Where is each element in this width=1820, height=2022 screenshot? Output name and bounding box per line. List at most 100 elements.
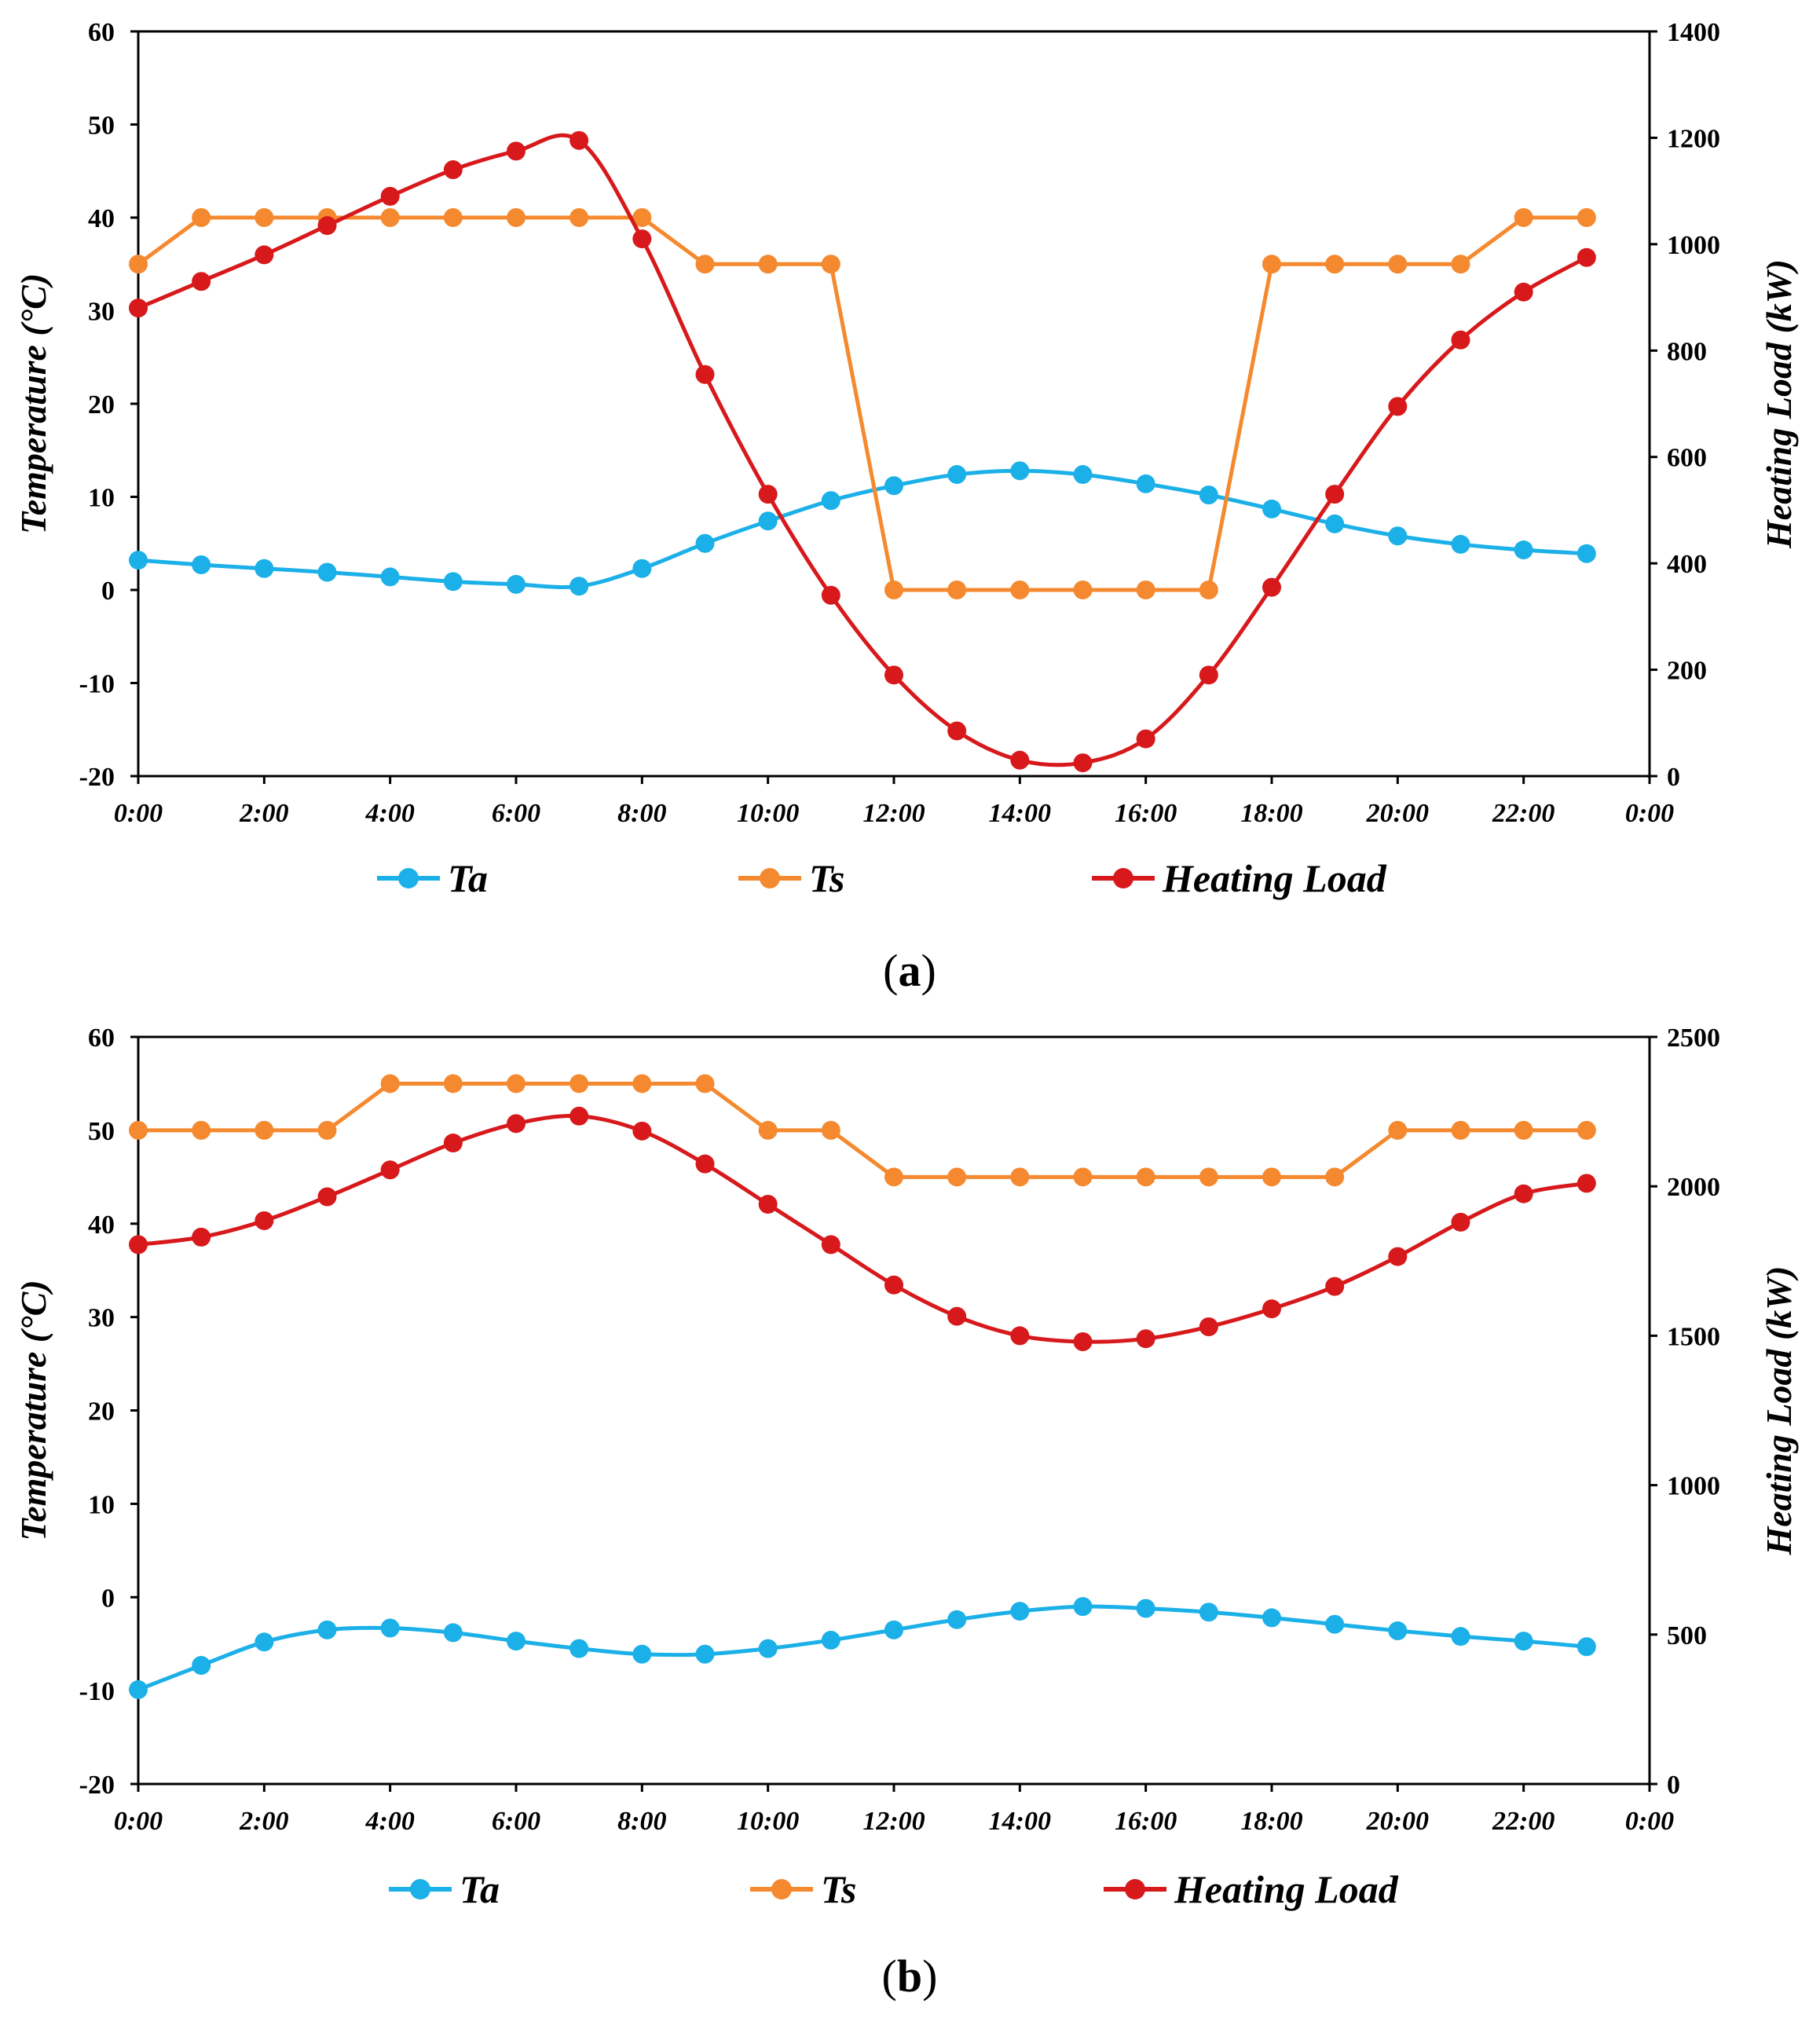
y-left-tick-label: 20 — [88, 1397, 115, 1427]
data-point-heating-load — [1010, 750, 1030, 770]
series-heating-load — [129, 1106, 1596, 1352]
y-left-tick-label: 10 — [88, 1490, 115, 1519]
legend-swatch-marker — [410, 1879, 430, 1899]
data-point-ta — [255, 1632, 274, 1652]
data-point-ts — [1451, 1120, 1470, 1140]
y-right-tick-label: 400 — [1667, 550, 1707, 579]
data-point-heating-load — [1136, 729, 1155, 749]
legend-label: Ts — [809, 856, 844, 900]
y-left-tick-label: 30 — [88, 298, 115, 327]
x-tick-label: 4:00 — [365, 799, 415, 828]
data-point-ts — [1514, 1120, 1533, 1140]
x-tick-label: 4:00 — [365, 1807, 415, 1836]
x-tick-label: 14:00 — [989, 1807, 1051, 1836]
series-line-ta — [137, 1604, 1587, 1692]
x-tick-label: 16:00 — [1115, 1807, 1177, 1836]
legend-entry-ta: Ta — [377, 856, 488, 900]
data-point-ta — [380, 1618, 400, 1638]
legend-swatch-marker — [398, 868, 419, 888]
y-left-tick-label: -10 — [79, 670, 115, 699]
x-tick-label: 10:00 — [737, 799, 799, 828]
caption-paren-close: ) — [921, 945, 936, 996]
x-tick-label: 16:00 — [1115, 799, 1177, 828]
data-point-heating-load — [380, 186, 400, 206]
y-right-tick-label: 800 — [1667, 337, 1707, 366]
x-tick-label: 18:00 — [1240, 1807, 1302, 1836]
y-right-tick-label: 1000 — [1667, 231, 1720, 260]
x-tick-label: 6:00 — [492, 1807, 540, 1836]
data-point-ts — [1136, 581, 1155, 599]
legend-label: Ta — [448, 856, 488, 900]
series-ts — [129, 208, 1596, 599]
x-tick-label: 12:00 — [862, 1807, 925, 1836]
data-point-ts — [1136, 1167, 1155, 1187]
y-left-tick-label: 30 — [88, 1304, 115, 1333]
y-right-tick-label: 0 — [1667, 1771, 1680, 1800]
data-point-ta — [1262, 499, 1281, 518]
y-left-tick-label: 60 — [88, 1024, 115, 1053]
data-point-heating-load — [1325, 1277, 1345, 1296]
data-point-ta — [1325, 514, 1345, 533]
data-point-ta — [1325, 1614, 1345, 1634]
data-point-ts — [1073, 581, 1093, 599]
data-point-ts — [569, 208, 589, 227]
data-point-heating-load — [1514, 282, 1533, 302]
legend-entry-heating-load: Heating Load — [1092, 856, 1387, 900]
data-point-heating-load — [443, 160, 463, 180]
data-point-ts — [947, 581, 967, 599]
data-point-ts — [821, 255, 840, 274]
data-point-ts — [695, 255, 715, 274]
data-point-ta — [1388, 526, 1408, 546]
data-point-ts — [255, 208, 274, 227]
data-point-ta — [1136, 1599, 1155, 1618]
data-point-ts — [1325, 255, 1345, 274]
data-point-ta — [1576, 1637, 1596, 1657]
x-tick-label: 8:00 — [617, 799, 666, 828]
y-right-tick-label: 200 — [1667, 657, 1707, 686]
data-point-ta — [1262, 1608, 1281, 1628]
y-right-axis-title: Heating Load (kW) — [1759, 259, 1799, 549]
data-point-heating-load — [569, 130, 589, 150]
y-right-tick-label: 1200 — [1667, 124, 1720, 153]
data-point-heating-load — [1073, 753, 1093, 773]
legend-entry-ta: Ta — [389, 1867, 500, 1911]
legend-swatch-marker — [760, 868, 780, 888]
data-point-ts — [1576, 1120, 1596, 1140]
data-point-ts — [1199, 581, 1218, 599]
data-point-heating-load — [1136, 1329, 1155, 1349]
x-tick-label: 0:00 — [1625, 1807, 1674, 1836]
plot-area-frame — [137, 30, 1651, 778]
data-point-heating-load — [443, 1134, 463, 1153]
x-tick-label: 0:00 — [1625, 799, 1674, 828]
data-point-ts — [821, 1120, 840, 1140]
data-point-heating-load — [632, 229, 652, 249]
data-point-heating-load — [1576, 1174, 1596, 1193]
data-point-ts — [884, 1167, 903, 1187]
data-point-heating-load — [884, 665, 903, 685]
series-line-ts — [138, 1081, 1587, 1179]
data-point-ta — [758, 1639, 778, 1658]
data-point-heating-load — [507, 141, 525, 161]
y-left-tick-label: -10 — [79, 1677, 115, 1706]
data-point-ts — [758, 1120, 778, 1140]
data-point-ta — [1199, 485, 1218, 505]
data-point-ta — [1199, 1603, 1218, 1622]
x-tick-label: 22:00 — [1492, 1807, 1555, 1836]
legend-swatch-marker — [1125, 1879, 1145, 1899]
x-tick-label: 20:00 — [1366, 799, 1429, 828]
data-point-heating-load — [569, 1106, 589, 1126]
data-point-heating-load — [507, 1114, 525, 1134]
data-point-ts — [632, 1074, 652, 1093]
panel-caption: (a) — [883, 945, 936, 996]
data-point-heating-load — [1262, 577, 1281, 597]
data-point-ta — [1576, 544, 1596, 563]
data-point-ta — [695, 1644, 715, 1664]
data-point-ts — [1388, 255, 1408, 274]
series-line-ta — [137, 468, 1587, 589]
data-point-heating-load — [255, 1211, 274, 1230]
data-point-heating-load — [632, 1121, 652, 1141]
data-point-ta — [569, 577, 589, 596]
data-point-ts — [758, 255, 778, 274]
data-point-ta — [443, 572, 463, 592]
data-point-ts — [1514, 208, 1533, 227]
